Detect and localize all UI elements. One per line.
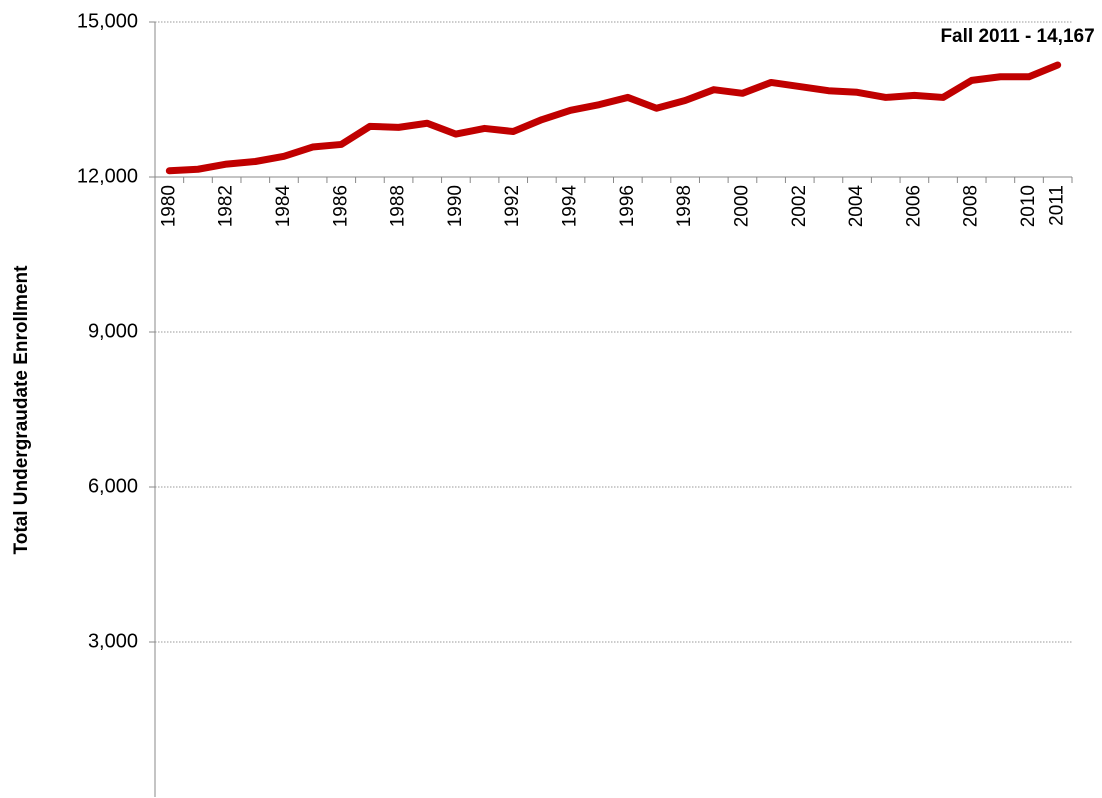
y-tick-label: 3,000 — [88, 630, 138, 652]
x-tick-label: 2002 — [789, 185, 810, 227]
x-tick-label: 2004 — [846, 185, 867, 228]
y-axis-label: Total Undergraudate Enrollment — [11, 265, 32, 555]
x-tick-label: 1986 — [330, 185, 351, 227]
y-tick-label: 9,000 — [88, 320, 138, 342]
y-tick-label: 6,000 — [88, 475, 138, 497]
x-tick-label: 1998 — [674, 185, 695, 227]
x-tick-label: 1982 — [216, 185, 237, 227]
annotation: Fall 2011 - 14,167 — [940, 26, 1094, 47]
x-tick-label: 1980 — [158, 185, 179, 227]
x-tick-label: 1990 — [445, 185, 466, 227]
y-tick-label: 12,000 — [77, 165, 138, 187]
data-line — [165, 61, 1062, 175]
x-tick-label: 2010 — [1018, 185, 1039, 227]
x-tick-label: 1992 — [502, 185, 523, 227]
y-tick-label: 15,000 — [77, 10, 138, 32]
x-tick-label: 2006 — [903, 185, 924, 227]
x-tick-label: 2000 — [731, 185, 752, 227]
x-tick-label: 1984 — [273, 185, 294, 228]
x-tick-label: 1996 — [617, 185, 638, 227]
x-tick-label: 1994 — [560, 185, 581, 228]
x-tick-label: 2008 — [961, 185, 982, 227]
x-tick-label: 2011 — [1047, 185, 1068, 226]
x-tick-label: 1988 — [388, 185, 409, 227]
